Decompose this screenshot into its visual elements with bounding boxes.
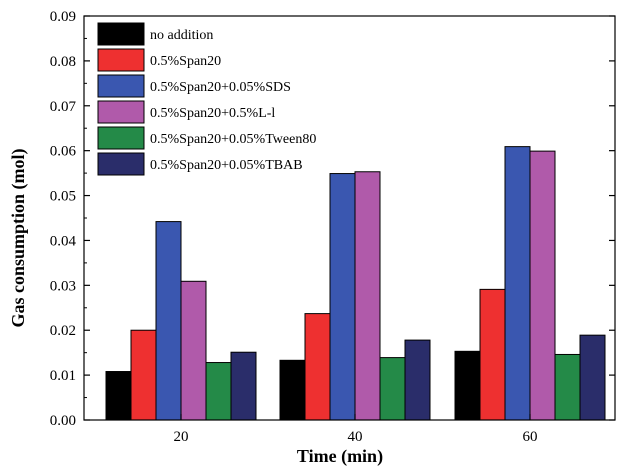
legend-label: 0.5%Span20 <box>150 54 221 69</box>
legend-label: 0.5%Span20+0.5%L-l <box>150 106 275 121</box>
legend-swatch <box>97 100 145 124</box>
y-tick-label: 0.03 <box>50 278 76 294</box>
x-tick-label: 40 <box>348 429 363 445</box>
bar-0.5%Span20+0.05%Tween80-20 <box>205 362 232 421</box>
y-tick-label: 0.01 <box>50 368 76 384</box>
legend-swatch <box>97 22 145 46</box>
legend-swatch <box>97 48 145 72</box>
legend-label: 0.5%Span20+0.05%TBAB <box>150 158 303 173</box>
x-ticks-group: 20 40 60 <box>174 414 538 445</box>
legend-label: no addition <box>150 28 213 43</box>
bar-no addition-20 <box>105 371 132 421</box>
bar-0.5%Span20+0.05%Tween80-60 <box>554 353 581 421</box>
bar-no addition-60 <box>454 350 481 421</box>
bar-0.5%Span20+0.5%L-l-20 <box>180 280 207 421</box>
bar-0.5%Span20+0.05%TBAB-60 <box>579 334 606 421</box>
legend-label: 0.5%Span20+0.05%SDS <box>150 80 291 95</box>
x-axis-title: Time (min) <box>297 446 383 467</box>
bar-0.5%Span20+0.5%L-l-40 <box>354 171 381 421</box>
bar-0.5%Span20-60 <box>479 288 506 421</box>
y-tick-label: 0.02 <box>50 323 76 339</box>
y-tick-label: 0.09 <box>50 9 76 25</box>
bar-0.5%Span20+0.05%TBAB-40 <box>404 339 431 421</box>
y-tick-label: 0.08 <box>50 54 76 70</box>
bar-0.5%Span20+0.5%L-l-60 <box>529 150 556 421</box>
y-tick-label: 0.04 <box>50 233 77 249</box>
x-tick-label: 60 <box>523 429 538 445</box>
y-tick-label: 0.00 <box>50 413 76 429</box>
bar-0.5%Span20+0.05%TBAB-20 <box>230 351 257 421</box>
legend-swatch <box>97 126 145 150</box>
bars-group <box>105 146 606 421</box>
legend-swatch <box>97 152 145 176</box>
bar-0.5%Span20+0.05%SDS-40 <box>329 173 356 421</box>
bar-no addition-40 <box>279 359 306 421</box>
legend: no addition 0.5%Span20 0.5%Span20+0.05%SDS… <box>97 22 316 176</box>
y-tick-label: 0.05 <box>50 189 76 205</box>
legend-label: 0.5%Span20+0.05%Tween80 <box>150 132 316 147</box>
y-ticks-group: 0.00 0.01 0.02 0.03 0.04 0.05 0.06 0.07 0.08 0.09 <box>50 9 615 429</box>
bar-0.5%Span20+0.05%SDS-60 <box>504 146 531 421</box>
y-tick-label: 0.06 <box>50 144 77 160</box>
x-tick-label: 20 <box>174 429 189 445</box>
bar-0.5%Span20+0.05%SDS-20 <box>155 221 182 421</box>
bar-0.5%Span20+0.05%Tween80-40 <box>379 357 406 421</box>
y-tick-label: 0.07 <box>50 99 77 115</box>
y-axis-title: Gas consumption (mol) <box>8 148 29 327</box>
bar-0.5%Span20-20 <box>130 329 157 421</box>
bar-0.5%Span20-40 <box>304 313 331 421</box>
legend-swatch <box>97 74 145 98</box>
